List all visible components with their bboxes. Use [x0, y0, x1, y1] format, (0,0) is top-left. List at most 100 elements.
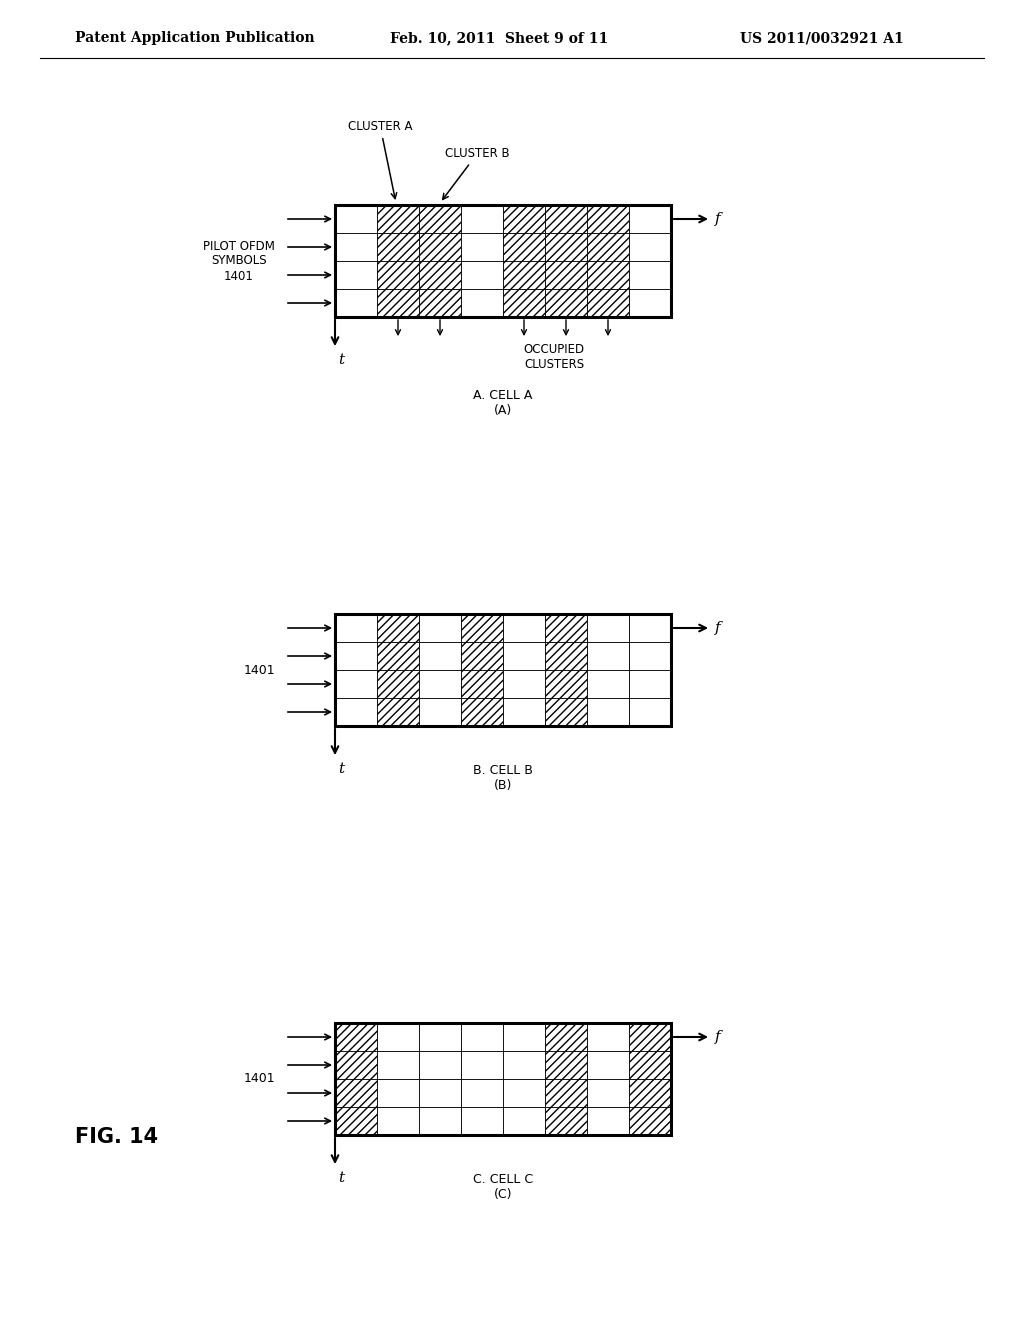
- Bar: [335, 205, 377, 234]
- Bar: [419, 205, 461, 234]
- Text: B. CELL B
(B): B. CELL B (B): [473, 764, 532, 792]
- Bar: [461, 1078, 503, 1107]
- Bar: [545, 205, 587, 234]
- Bar: [629, 1078, 671, 1107]
- Bar: [629, 671, 671, 698]
- Bar: [545, 1078, 587, 1107]
- Bar: [377, 234, 419, 261]
- Text: Feb. 10, 2011  Sheet 9 of 11: Feb. 10, 2011 Sheet 9 of 11: [390, 30, 608, 45]
- Bar: [461, 1023, 503, 1051]
- Bar: [587, 698, 629, 726]
- Text: CLUSTER A: CLUSTER A: [348, 120, 413, 198]
- Text: OCCUPIED
CLUSTERS: OCCUPIED CLUSTERS: [523, 343, 585, 371]
- Bar: [419, 289, 461, 317]
- Bar: [461, 698, 503, 726]
- Text: Patent Application Publication: Patent Application Publication: [75, 30, 314, 45]
- Bar: [461, 261, 503, 289]
- Bar: [335, 642, 377, 671]
- Bar: [335, 698, 377, 726]
- Bar: [503, 614, 545, 642]
- Bar: [587, 234, 629, 261]
- Bar: [587, 289, 629, 317]
- Text: t: t: [338, 352, 344, 367]
- Bar: [377, 698, 419, 726]
- Bar: [629, 1023, 671, 1051]
- Bar: [335, 1107, 377, 1135]
- Bar: [419, 1051, 461, 1078]
- Bar: [377, 1078, 419, 1107]
- Bar: [587, 1023, 629, 1051]
- Bar: [377, 1107, 419, 1135]
- Bar: [587, 261, 629, 289]
- Bar: [335, 614, 671, 726]
- Bar: [587, 205, 629, 234]
- Bar: [461, 671, 503, 698]
- Bar: [503, 671, 545, 698]
- Text: 1401: 1401: [244, 664, 275, 676]
- Bar: [629, 234, 671, 261]
- Bar: [461, 642, 503, 671]
- Text: f: f: [715, 213, 721, 226]
- Bar: [545, 1051, 587, 1078]
- Text: PILOT OFDM
SYMBOLS
1401: PILOT OFDM SYMBOLS 1401: [203, 239, 275, 282]
- Text: t: t: [338, 762, 344, 776]
- Text: US 2011/0032921 A1: US 2011/0032921 A1: [740, 30, 904, 45]
- Bar: [335, 261, 377, 289]
- Bar: [335, 1051, 377, 1078]
- Bar: [503, 698, 545, 726]
- Bar: [419, 1078, 461, 1107]
- Text: CLUSTER B: CLUSTER B: [442, 147, 510, 199]
- Bar: [419, 698, 461, 726]
- Bar: [335, 234, 377, 261]
- Bar: [461, 289, 503, 317]
- Bar: [503, 642, 545, 671]
- Bar: [377, 261, 419, 289]
- Bar: [335, 614, 377, 642]
- Bar: [335, 205, 671, 317]
- Text: f: f: [715, 1030, 721, 1044]
- Bar: [587, 1051, 629, 1078]
- Bar: [461, 234, 503, 261]
- Bar: [503, 1078, 545, 1107]
- Bar: [629, 1051, 671, 1078]
- Bar: [377, 1051, 419, 1078]
- Bar: [335, 1023, 671, 1135]
- Bar: [503, 205, 545, 234]
- Bar: [419, 261, 461, 289]
- Bar: [545, 698, 587, 726]
- Bar: [335, 289, 377, 317]
- Bar: [503, 1051, 545, 1078]
- Bar: [419, 671, 461, 698]
- Bar: [335, 671, 377, 698]
- Bar: [629, 261, 671, 289]
- Bar: [377, 205, 419, 234]
- Bar: [461, 1051, 503, 1078]
- Bar: [335, 1023, 377, 1051]
- Bar: [503, 289, 545, 317]
- Bar: [503, 234, 545, 261]
- Bar: [629, 1107, 671, 1135]
- Bar: [587, 671, 629, 698]
- Bar: [587, 1107, 629, 1135]
- Text: C. CELL C
(C): C. CELL C (C): [473, 1173, 534, 1201]
- Bar: [377, 289, 419, 317]
- Text: 1401: 1401: [244, 1072, 275, 1085]
- Bar: [587, 1078, 629, 1107]
- Text: FIG. 14: FIG. 14: [75, 1127, 158, 1147]
- Bar: [335, 1078, 377, 1107]
- Bar: [419, 1023, 461, 1051]
- Bar: [545, 261, 587, 289]
- Bar: [545, 1107, 587, 1135]
- Bar: [419, 1107, 461, 1135]
- Bar: [629, 205, 671, 234]
- Text: f: f: [715, 620, 721, 635]
- Bar: [587, 642, 629, 671]
- Bar: [461, 205, 503, 234]
- Text: t: t: [338, 1171, 344, 1185]
- Bar: [545, 642, 587, 671]
- Bar: [503, 1107, 545, 1135]
- Bar: [503, 1023, 545, 1051]
- Bar: [461, 1107, 503, 1135]
- Bar: [503, 261, 545, 289]
- Bar: [545, 289, 587, 317]
